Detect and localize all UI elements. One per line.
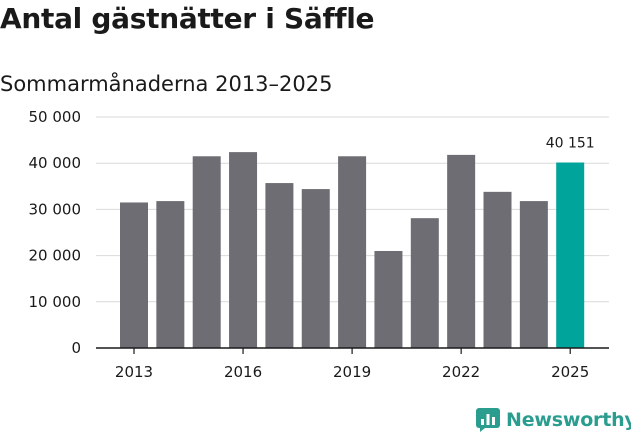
y-tick-label: 0 xyxy=(71,339,81,357)
x-tick-label: 2025 xyxy=(551,363,589,381)
y-tick-label: 50 000 xyxy=(29,108,82,126)
bar-2025 xyxy=(556,162,585,348)
bar-2018 xyxy=(301,189,330,348)
bar-2016 xyxy=(229,152,258,348)
x-tick-label: 2013 xyxy=(115,363,153,381)
bar-2022 xyxy=(447,154,476,348)
chart-title: Antal gästnätter i Säffle xyxy=(0,2,375,35)
x-tick-label: 2016 xyxy=(224,363,262,381)
bar-2023 xyxy=(483,191,512,348)
bar-2021 xyxy=(410,218,439,348)
x-tick-label: 2022 xyxy=(442,363,480,381)
bar-2020 xyxy=(374,250,403,348)
bar-2024 xyxy=(519,201,548,348)
bar-2015 xyxy=(192,156,221,348)
data-label: 40 151 xyxy=(546,136,595,152)
y-tick-label: 30 000 xyxy=(29,200,82,218)
bar-chart-logo-icon xyxy=(476,408,500,432)
y-tick-label: 20 000 xyxy=(29,247,82,265)
bar-2019 xyxy=(338,156,367,348)
y-tick-label: 40 000 xyxy=(29,154,82,172)
brand-name: Newsworthy xyxy=(506,409,631,431)
bar-2017 xyxy=(265,183,294,348)
y-tick-label: 10 000 xyxy=(29,293,82,311)
chart-subtitle: Sommarmånaderna 2013–2025 xyxy=(0,72,333,96)
bar-2013 xyxy=(120,202,148,348)
bar-2014 xyxy=(156,201,185,348)
brand-logo: Newsworthy xyxy=(476,408,631,432)
x-tick-label: 2019 xyxy=(333,363,371,381)
